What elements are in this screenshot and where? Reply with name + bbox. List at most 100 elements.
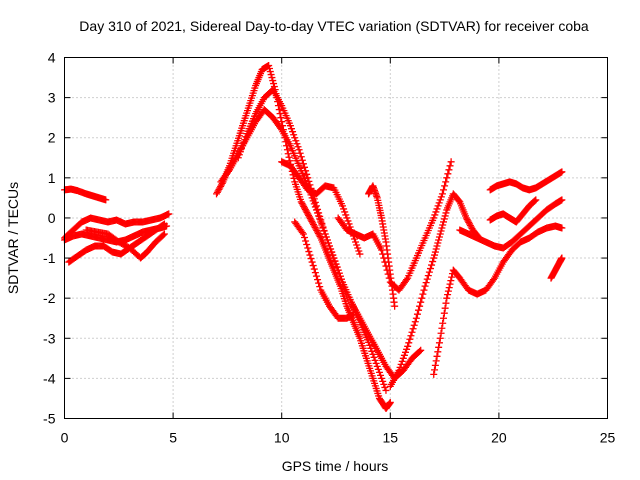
plus-marker (374, 365, 382, 373)
plus-marker (366, 341, 374, 349)
plus-marker (438, 224, 446, 232)
plus-marker (214, 187, 222, 195)
plus-marker (330, 254, 338, 262)
plus-marker (441, 212, 449, 220)
plus-marker (416, 347, 424, 355)
plus-marker (298, 228, 306, 236)
plus-marker (340, 205, 348, 213)
plus-marker (439, 221, 447, 229)
plus-marker (440, 314, 448, 322)
plus-marker (283, 146, 291, 154)
plus-marker (530, 197, 538, 205)
plus-marker (398, 357, 406, 365)
y-tick-label: 1 (48, 170, 56, 186)
plus-marker (165, 210, 173, 218)
plus-marker (306, 251, 314, 259)
plot-frame (64, 57, 608, 419)
plus-marker (445, 166, 453, 174)
plus-marker (436, 334, 444, 342)
axis-ticks: -5 -4 -3 -2 -1 0 1 2 3 4 0 5 10 15 20 25 (43, 50, 615, 446)
plus-marker (291, 134, 299, 142)
y-tick-label: 3 (48, 90, 56, 106)
plus-marker (406, 335, 414, 343)
plus-marker (455, 197, 463, 205)
plus-marker (310, 222, 318, 230)
plus-marker (378, 374, 386, 382)
plus-marker (307, 255, 315, 263)
plus-marker (309, 219, 317, 227)
plus-marker (403, 276, 411, 284)
y-tick-label: -3 (43, 330, 56, 346)
plus-marker (322, 233, 330, 241)
plus-marker (297, 153, 305, 161)
plus-marker (444, 170, 452, 178)
plus-marker (309, 220, 317, 228)
plus-marker (299, 230, 307, 238)
data-series-14 (430, 222, 566, 378)
plus-marker (440, 186, 448, 194)
plus-marker (292, 137, 300, 145)
plus-marker (315, 279, 323, 287)
plus-marker (301, 204, 309, 212)
data-series-17 (486, 196, 540, 226)
plus-marker (433, 352, 441, 360)
plus-marker (310, 195, 318, 203)
plus-marker (298, 199, 306, 207)
plus-marker (440, 215, 448, 223)
plus-marker (416, 302, 424, 310)
plus-marker (467, 223, 475, 231)
plus-marker (312, 202, 320, 210)
plus-marker (442, 209, 450, 217)
plus-marker (441, 304, 449, 312)
plus-marker (275, 106, 283, 114)
plus-marker (316, 232, 324, 240)
plus-marker (415, 306, 423, 314)
plus-marker (311, 223, 319, 231)
plus-marker (269, 77, 277, 85)
y-tick-label: 2 (48, 130, 56, 146)
plus-marker (285, 153, 293, 161)
plus-marker (422, 279, 430, 287)
plus-marker (435, 339, 443, 347)
plus-marker (353, 241, 361, 249)
plus-marker (295, 146, 303, 154)
data-series-5 (82, 226, 168, 262)
plus-marker (432, 245, 440, 253)
plus-marker (297, 198, 305, 206)
plus-marker (287, 125, 295, 133)
plus-marker (309, 262, 317, 270)
plus-marker (411, 318, 419, 326)
plus-marker (558, 196, 566, 204)
plus-marker (303, 208, 311, 216)
plus-marker (367, 344, 375, 352)
plus-marker (339, 202, 347, 210)
plus-marker (435, 236, 443, 244)
plus-marker (445, 284, 453, 292)
plus-marker (386, 398, 394, 406)
plus-marker (308, 258, 316, 266)
y-tick-label: -4 (43, 370, 56, 386)
plus-marker (489, 276, 497, 284)
plus-marker (277, 114, 285, 122)
plus-marker (315, 209, 323, 217)
plus-marker (410, 321, 418, 329)
plus-marker (464, 217, 472, 225)
plus-marker (341, 208, 349, 216)
data-series-4 (61, 222, 171, 246)
plus-marker (268, 74, 276, 82)
plus-marker (425, 268, 433, 276)
plus-marker (370, 353, 378, 361)
plus-marker (327, 245, 335, 253)
plus-marker (305, 211, 313, 219)
plus-marker (307, 216, 315, 224)
plus-marker (310, 265, 318, 273)
plus-marker (242, 133, 250, 141)
plus-marker (421, 282, 429, 290)
plus-marker (435, 199, 443, 207)
plus-marker (236, 148, 244, 156)
plus-marker (446, 280, 454, 288)
plus-marker (558, 254, 566, 262)
plus-marker (311, 198, 319, 206)
data-series-10 (291, 218, 357, 322)
